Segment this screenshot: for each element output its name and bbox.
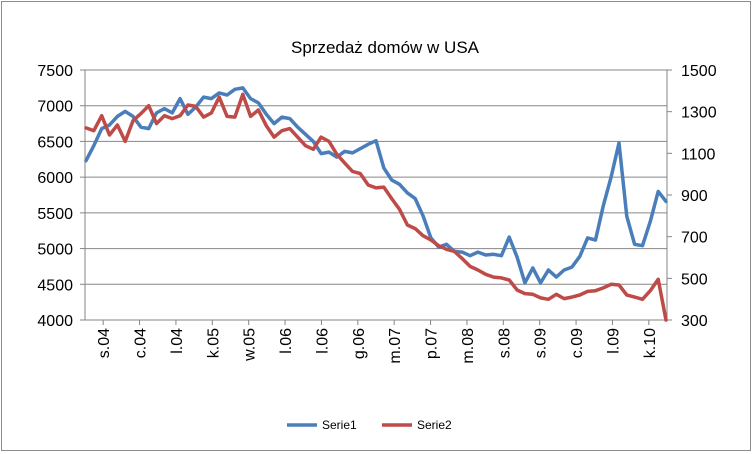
right-tick-label: 900 bbox=[681, 188, 708, 205]
left-tick-label: 7000 bbox=[37, 99, 73, 116]
x-tick-label: m.07 bbox=[387, 328, 404, 364]
left-tick-label: 4000 bbox=[37, 313, 73, 330]
x-tick-label: l.09 bbox=[605, 328, 622, 354]
left-tick-label: 7500 bbox=[37, 63, 73, 80]
x-tick-label: s.08 bbox=[496, 328, 513, 358]
right-tick-label: 1100 bbox=[681, 146, 716, 163]
right-tick-label: 700 bbox=[681, 230, 708, 247]
x-tick-label: c.04 bbox=[133, 328, 150, 358]
series-line-serie2 bbox=[84, 92, 668, 322]
left-tick-label: 5500 bbox=[37, 206, 73, 223]
x-tick-label: m.08 bbox=[460, 328, 477, 364]
left-tick-label: 6000 bbox=[37, 170, 73, 187]
x-tick-label: c.09 bbox=[569, 328, 586, 358]
legend: Serie1 Serie2 bbox=[287, 418, 452, 432]
x-tick-label: k.05 bbox=[205, 328, 222, 358]
x-tick-label: s.09 bbox=[533, 328, 550, 358]
x-tick-label: k.10 bbox=[642, 328, 659, 358]
legend-label: Serie2 bbox=[417, 418, 452, 432]
right-tick-label: 500 bbox=[681, 271, 708, 288]
left-tick-label: 6500 bbox=[37, 134, 73, 151]
series-lines bbox=[84, 86, 668, 322]
chart-title: Sprzedaż domów w USA bbox=[291, 38, 480, 57]
right-tick-label: 1300 bbox=[681, 105, 717, 122]
series-line-serie1 bbox=[84, 86, 668, 285]
left-tick-label: 4500 bbox=[37, 277, 73, 294]
x-tick-label: w.05 bbox=[242, 328, 259, 362]
right-y-axis-ticks: 300 500 700 900 1100 1300 1500 bbox=[667, 63, 717, 330]
right-tick-label: 300 bbox=[681, 313, 708, 330]
x-tick-label: s.04 bbox=[96, 328, 113, 358]
x-axis-ticks: s.04 c.04 l.04 k.05 w.05 l.06 l.06 g.06 m.07 p.07… bbox=[96, 320, 659, 364]
gridlines bbox=[84, 69, 668, 321]
left-y-axis-ticks: 4000 4500 5000 5500 6000 6500 7000 7500 bbox=[37, 63, 85, 330]
x-tick-label: l.06 bbox=[278, 328, 295, 354]
right-tick-label: 1500 bbox=[681, 63, 717, 80]
x-tick-label: l.04 bbox=[169, 328, 186, 354]
legend-label: Serie1 bbox=[322, 418, 357, 432]
x-tick-label: p.07 bbox=[424, 328, 441, 359]
left-tick-label: 5000 bbox=[37, 242, 73, 259]
x-tick-label: g.06 bbox=[351, 328, 368, 359]
x-tick-label: l.06 bbox=[314, 328, 331, 354]
